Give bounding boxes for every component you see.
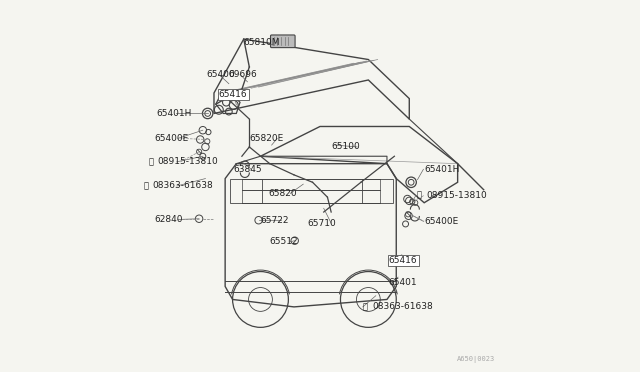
Text: 65820E: 65820E — [250, 134, 284, 143]
Text: 65416: 65416 — [389, 256, 417, 265]
Text: 65416: 65416 — [219, 90, 248, 99]
Text: 65400: 65400 — [207, 70, 235, 79]
Text: Ⓢ: Ⓢ — [363, 302, 368, 311]
Text: Ⓥ: Ⓥ — [417, 191, 422, 200]
FancyBboxPatch shape — [271, 35, 295, 48]
Text: 65401: 65401 — [389, 278, 417, 287]
Text: 65400E: 65400E — [424, 217, 458, 226]
Text: 65401H: 65401H — [424, 165, 460, 174]
Text: 65710: 65710 — [307, 219, 336, 228]
Text: 08915-13810: 08915-13810 — [157, 157, 218, 166]
Text: 65512: 65512 — [270, 237, 298, 246]
Text: A650|0023: A650|0023 — [456, 356, 495, 363]
Text: Ⓥ: Ⓥ — [148, 157, 153, 166]
Text: 65416: 65416 — [219, 90, 248, 99]
Text: 65416: 65416 — [389, 256, 417, 265]
Text: 69696: 69696 — [229, 70, 258, 79]
Text: 65820: 65820 — [268, 189, 296, 198]
Text: Ⓢ: Ⓢ — [143, 182, 148, 190]
Text: 65401H: 65401H — [156, 109, 192, 118]
Text: 62840: 62840 — [154, 215, 183, 224]
Text: 63845: 63845 — [234, 165, 262, 174]
Text: 08915-13810: 08915-13810 — [426, 191, 487, 200]
Text: 08363-61638: 08363-61638 — [372, 302, 433, 311]
Text: 08363-61638: 08363-61638 — [152, 182, 213, 190]
Text: 65100: 65100 — [331, 142, 360, 151]
Text: 65400E: 65400E — [154, 134, 189, 143]
Text: 65722: 65722 — [260, 216, 289, 225]
Text: 65810M: 65810M — [244, 38, 280, 47]
